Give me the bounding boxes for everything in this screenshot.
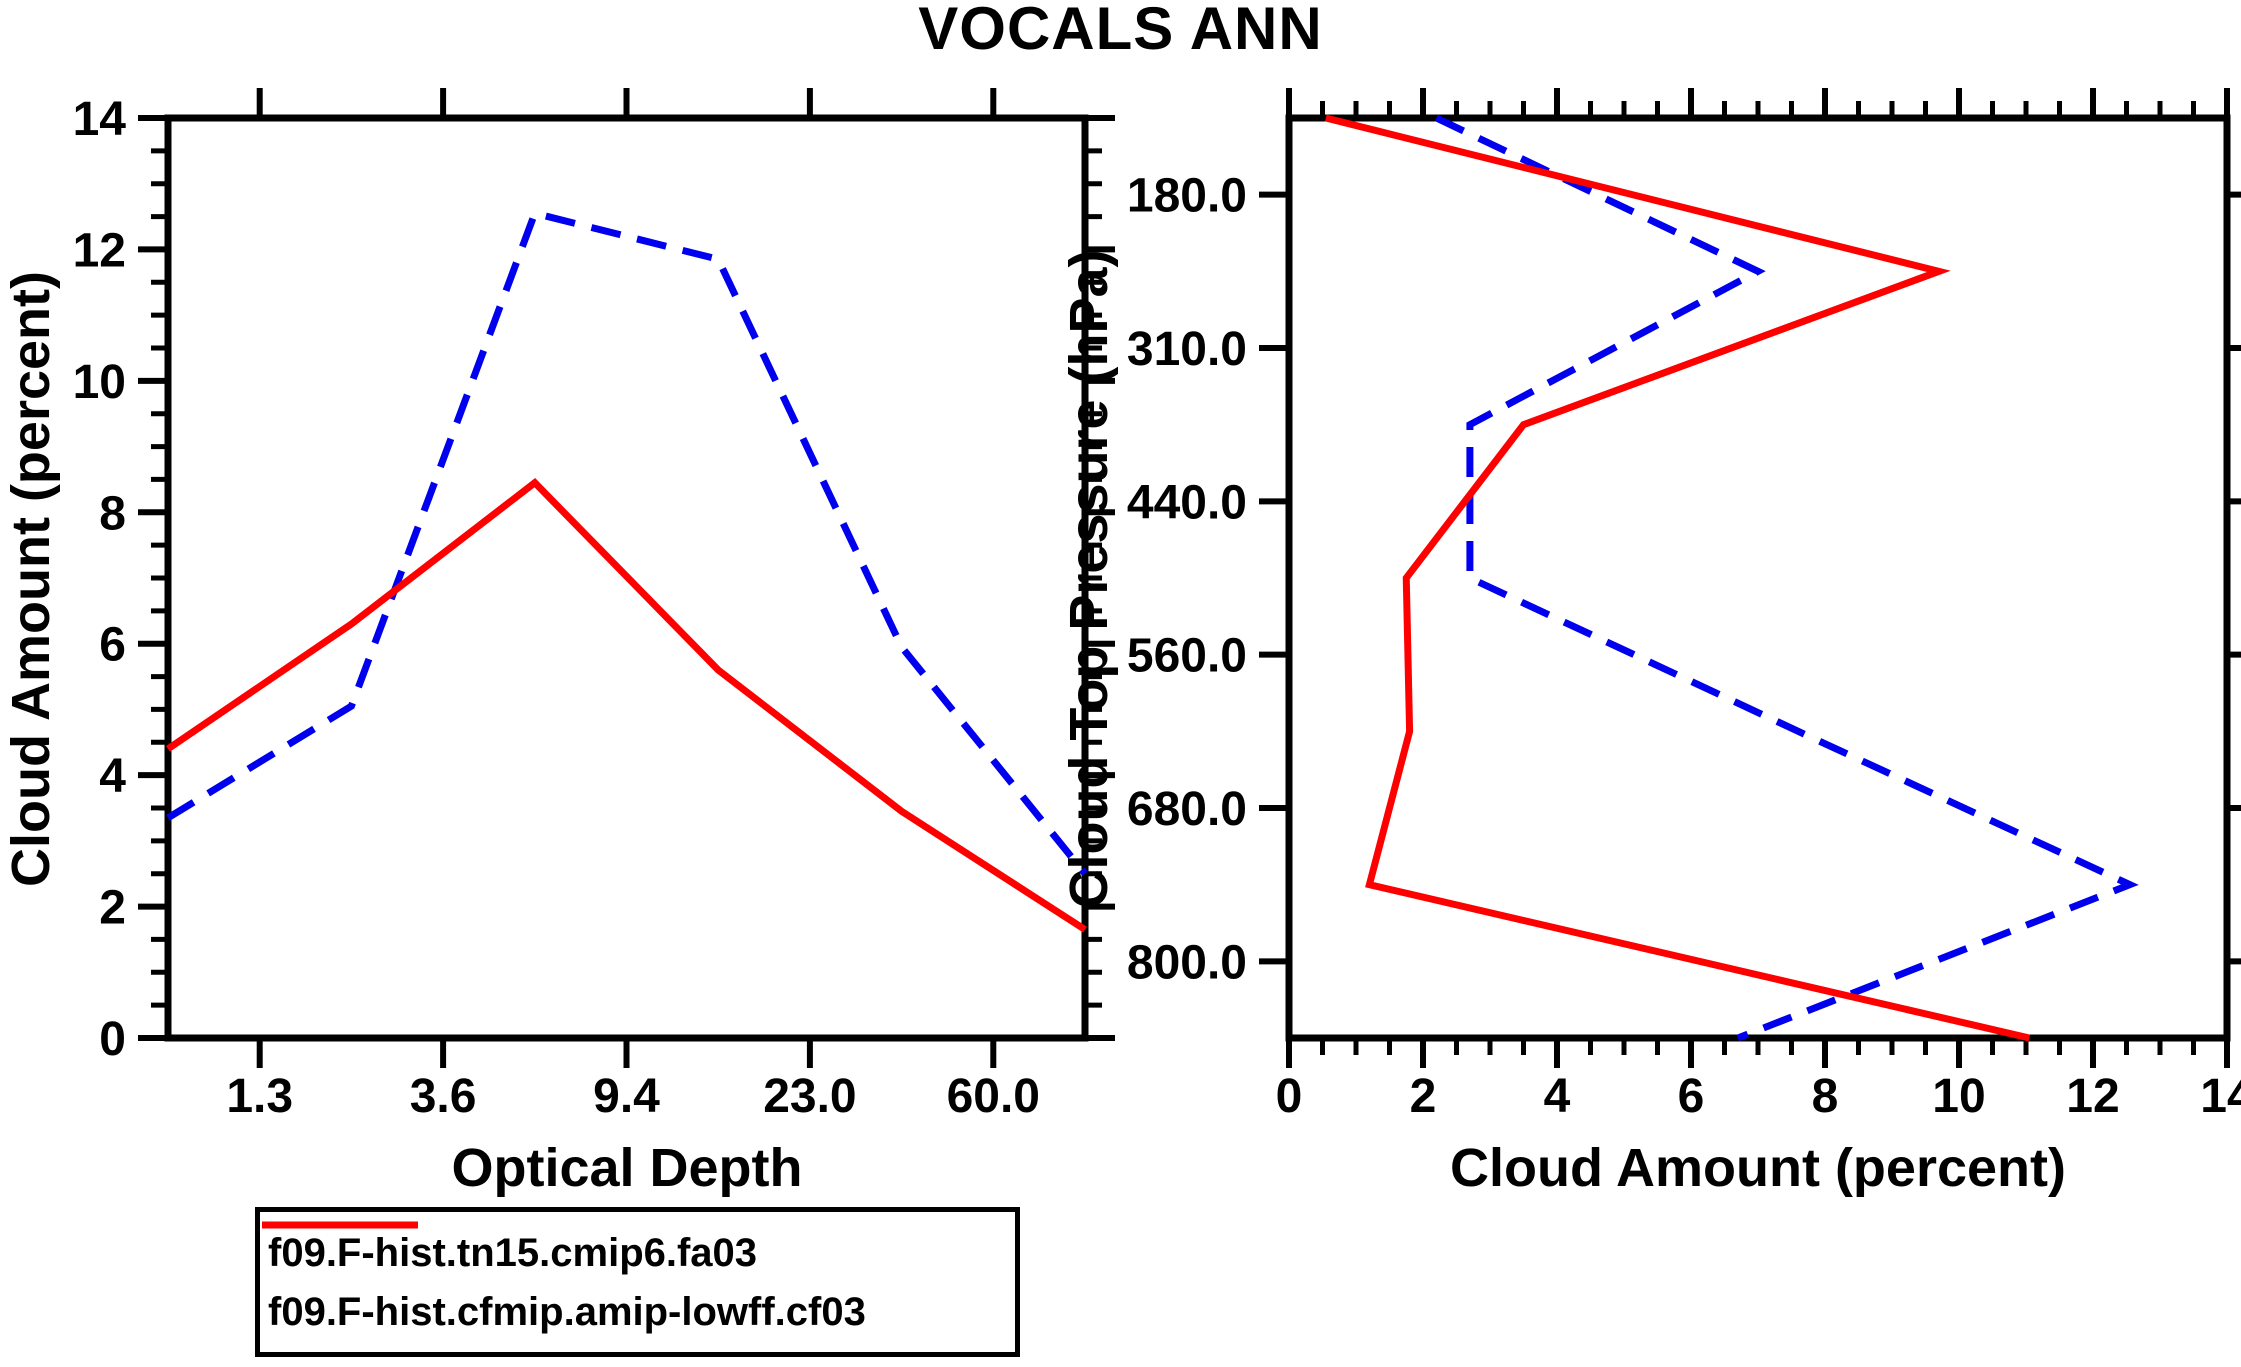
left-xaxis-title: Optical Depth bbox=[451, 1138, 803, 1198]
right-y-tick-label: 680.0 bbox=[1127, 783, 1247, 836]
right-x-tick-label: 14 bbox=[2200, 1070, 2241, 1123]
right-x-tick-label: 2 bbox=[1410, 1070, 1437, 1123]
left-x-tick-label: 23.0 bbox=[763, 1070, 856, 1123]
right-x-tick-label: 10 bbox=[1932, 1070, 1985, 1123]
left-y-tick-label: 4 bbox=[99, 750, 126, 803]
left-x-tick-label: 9.4 bbox=[593, 1070, 660, 1123]
legend: f09.F-hist.tn15.cmip6.fa03 f09.F-hist.cf… bbox=[255, 1207, 1020, 1357]
chart-title: VOCALS ANN bbox=[918, 0, 1323, 62]
left-x-tick-label: 60.0 bbox=[947, 1070, 1040, 1123]
right-yaxis-title: Cloud Top Pressure (hPa) bbox=[1059, 249, 1119, 909]
right-y-tick-label: 440.0 bbox=[1127, 476, 1247, 529]
left-y-tick-label: 0 bbox=[99, 1013, 126, 1066]
right-xaxis-title: Cloud Amount (percent) bbox=[1450, 1138, 2066, 1198]
right-y-tick-label: 800.0 bbox=[1127, 936, 1247, 989]
right-y-tick-label: 310.0 bbox=[1127, 323, 1247, 376]
left-yaxis-title: Cloud Amount (percent) bbox=[1, 271, 61, 887]
right-x-tick-label: 12 bbox=[2066, 1070, 2119, 1123]
left-series-blue-dashed bbox=[166, 209, 1088, 876]
right-series-blue-dashed bbox=[1434, 114, 2139, 1042]
right-panel-tick-labels: 0 2 4 6 8 10 12 14 180.0 310.0 440.0 560.0 680.0 800.… bbox=[1127, 170, 2241, 1123]
legend-line-solid-icon bbox=[262, 1221, 418, 1229]
left-x-tick-label: 1.3 bbox=[226, 1070, 293, 1123]
right-x-tick-label: 0 bbox=[1276, 1070, 1303, 1123]
right-x-tick-label: 8 bbox=[1812, 1070, 1839, 1123]
left-panel-tick-labels: 0 2 4 6 8 10 12 14 1.3 3.6 9.4 23.0 60.0 bbox=[73, 93, 1040, 1123]
left-x-tick-label: 3.6 bbox=[410, 1070, 477, 1123]
left-y-tick-label: 12 bbox=[73, 224, 126, 277]
legend-item: f09.F-hist.cfmip.amip-lowff.cf03 bbox=[262, 1221, 1015, 1335]
left-series-red-solid bbox=[166, 478, 1087, 933]
right-x-tick-label: 4 bbox=[1544, 1070, 1571, 1123]
legend-label: f09.F-hist.cfmip.amip-lowff.cf03 bbox=[268, 1290, 866, 1335]
right-panel-ticks bbox=[1259, 88, 2241, 1068]
left-y-tick-label: 6 bbox=[99, 619, 126, 672]
right-y-tick-label: 560.0 bbox=[1127, 630, 1247, 683]
left-y-tick-label: 8 bbox=[99, 487, 126, 540]
left-panel-ticks bbox=[138, 88, 1115, 1068]
left-y-tick-label: 10 bbox=[73, 356, 126, 409]
left-y-tick-label: 2 bbox=[99, 882, 126, 935]
left-y-tick-label: 14 bbox=[73, 93, 127, 146]
right-x-tick-label: 6 bbox=[1678, 1070, 1705, 1123]
right-y-tick-label: 180.0 bbox=[1127, 170, 1247, 223]
legend-label: f09.F-hist.tn15.cmip6.fa03 bbox=[268, 1230, 758, 1275]
right-series-red-solid bbox=[1325, 114, 2031, 1042]
